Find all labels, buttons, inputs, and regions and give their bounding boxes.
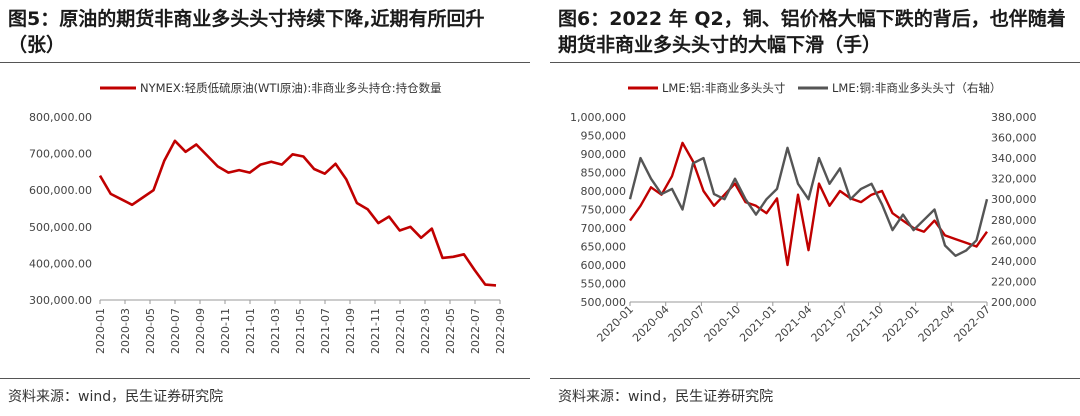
x-tick-label: 2020-01 [94,308,107,354]
chart-source: 资料来源：wind，民生证券研究院 [8,389,224,405]
x-tick-label: 2022-05 [444,308,457,354]
series-line-copper [628,146,989,257]
x-tick-label: 2022-04 [916,303,958,345]
y-left-tick-label: 1,000,000 [570,111,626,124]
y-right-tick-label: 200,000 [991,296,1037,309]
y-tick-label: 300,000.00 [29,294,92,307]
x-tick-label: 2020-07 [666,303,708,345]
divider [0,378,530,379]
y-tick-label: 700,000.00 [29,148,92,161]
y-right-tick-label: 320,000 [991,173,1037,186]
chart-source: 资料来源：wind，民生证券研究院 [558,389,774,405]
x-tick-label: 2021-01 [737,303,779,345]
y-left-tick-label: 800,000 [581,185,627,198]
y-right-tick-label: 240,000 [991,255,1037,268]
x-tick-label: 2020-09 [194,308,207,354]
chart-panel-crude-oil: 图5：原油的期货非商业多头头寸持续下降,近期有所回升（张） NYMEX:轻质低硫… [0,0,530,416]
y-tick-label: 600,000.00 [29,184,92,197]
x-tick-label: 2021-05 [294,308,307,354]
x-tick-label: 2021-07 [319,308,332,354]
y-left-tick-label: 600,000 [581,259,627,272]
x-tick-label: 2022-09 [494,308,507,354]
x-tick-label: 2020-10 [702,303,744,345]
legend-label-aluminum: LME:铝:非商业多头头寸 [662,81,785,95]
y-left-tick-label: 750,000 [581,204,627,217]
x-tick-label: 2021-10 [844,303,886,345]
x-tick-label: 2022-01 [880,303,922,345]
x-tick-label: 2022-07 [951,303,993,345]
x-tick-label: 2020-03 [119,308,132,354]
chart-copper-aluminum-positions: LME:铝:非商业多头头寸 LME:铜:非商业多头头寸（右轴） 1,000,000 9… [570,81,1037,345]
y-tick-label: 400,000.00 [29,257,92,270]
legend-label-copper: LME:铜:非商业多头头寸（右轴） [832,81,1001,95]
x-tick-label: 2022-01 [394,308,407,354]
divider [550,378,1080,379]
y-left-tick-label: 550,000 [581,278,627,291]
y-right-tick-label: 220,000 [991,275,1037,288]
y-left-tick-label: 850,000 [581,167,627,180]
series-line-aluminum [629,141,988,267]
y-left-tick-label: 700,000 [581,222,627,235]
x-tick-label: 2022-07 [469,308,482,354]
y-right-tick-label: 340,000 [991,152,1037,165]
y-left-tick-label: 500,000 [581,296,627,309]
y-left-tick-label: 950,000 [581,130,627,143]
y-tick-label: 500,000.00 [29,221,92,234]
chart-crude-oil-positions: NYMEX:轻质低硫原油(WTI原油):非商业多头持仓:持仓数量 800,000.… [29,81,507,354]
y-right-tick-label: 380,000 [991,111,1037,124]
x-tick-label: 2020-04 [630,303,672,345]
y-tick-label: 800,000.00 [29,111,92,124]
y-right-tick-label: 360,000 [991,132,1037,145]
x-tick-label: 2021-11 [369,308,382,354]
x-tick-label: 2021-01 [244,308,257,354]
series-line-wti [98,139,497,287]
legend-label: NYMEX:轻质低硫原油(WTI原油):非商业多头持仓:持仓数量 [140,81,442,95]
y-left-tick-label: 900,000 [581,148,627,161]
x-tick-label: 2021-03 [269,308,282,354]
y-right-tick-label: 260,000 [991,234,1037,247]
x-tick-label: 2020-07 [169,308,182,354]
divider [550,62,1080,63]
x-tick-label: 2021-09 [344,308,357,354]
x-tick-label: 2020-05 [144,308,157,354]
x-tick-label: 2020-01 [594,303,636,345]
x-tick-label: 2021-07 [809,303,851,345]
chart-title: 图5：原油的期货非商业多头头寸持续下降,近期有所回升（张） [8,8,485,56]
x-tick-label: 2021-04 [773,303,815,345]
divider [0,62,530,63]
x-tick-label: 2020-11 [219,308,232,354]
chart-title: 图6：2022 年 Q2，铜、铝价格大幅下跌的背后，也伴随着期货非商业多头头寸的… [558,8,1066,56]
y-right-tick-label: 280,000 [991,214,1037,227]
y-left-tick-label: 650,000 [581,241,627,254]
x-tick-label: 2022-03 [419,308,432,354]
chart-panel-copper-aluminum: 图6：2022 年 Q2，铜、铝价格大幅下跌的背后，也伴随着期货非商业多头头寸的… [550,0,1080,416]
y-right-tick-label: 300,000 [991,193,1037,206]
